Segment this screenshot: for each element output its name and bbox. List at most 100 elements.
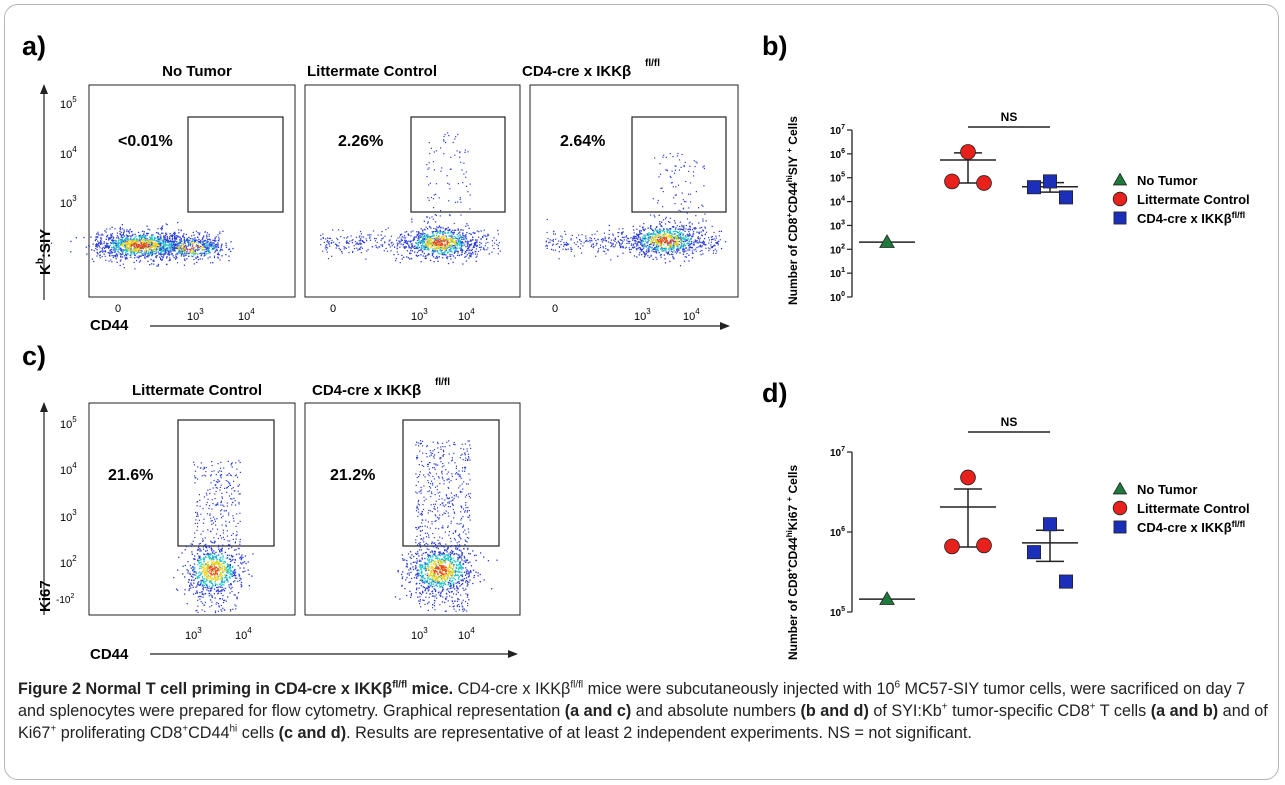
density-dot [427, 246, 429, 248]
density-dot [231, 488, 233, 490]
density-dot [659, 243, 662, 246]
density-dot [144, 241, 146, 243]
density-dot [143, 239, 145, 241]
density-dot [221, 578, 224, 580]
density-dot [134, 243, 136, 245]
density-dot [124, 245, 126, 247]
density-dot [433, 227, 435, 230]
density-dot [338, 242, 340, 244]
density-dot [590, 237, 593, 240]
density-dot [326, 240, 328, 243]
density-dot [151, 254, 153, 257]
density-dot [115, 254, 117, 256]
density-dot [619, 243, 621, 245]
density-dot [417, 244, 419, 246]
density-dot [200, 565, 202, 567]
density-dot [217, 567, 219, 570]
density-dot [435, 238, 437, 240]
density-dot [450, 230, 452, 233]
density-dot [410, 250, 412, 252]
density-dot [696, 241, 698, 244]
density-dot [680, 239, 683, 242]
density-dot [203, 582, 205, 584]
density-dot [633, 229, 635, 231]
density-dot [103, 242, 105, 245]
panel-c-gate-percent-1: 21.6% [108, 467, 153, 484]
density-dot [463, 238, 466, 241]
density-dot [651, 241, 653, 243]
density-dot [710, 241, 712, 243]
density-dot [148, 249, 150, 251]
density-dot [217, 253, 219, 255]
density-dot [653, 233, 655, 235]
density-dot [410, 257, 413, 260]
density-dot [464, 252, 466, 255]
density-dot [480, 242, 482, 244]
density-dot [214, 251, 216, 253]
density-dot [596, 230, 598, 232]
density-dot [326, 244, 328, 246]
density-dot [111, 233, 114, 235]
density-dot [203, 580, 205, 582]
density-dot [636, 233, 638, 235]
density-dot [672, 257, 675, 259]
density-dot [405, 246, 407, 248]
density-dot [702, 205, 704, 207]
density-dot [655, 251, 658, 253]
density-dot [192, 248, 194, 250]
density-dot [178, 245, 180, 247]
density-dot [112, 242, 114, 244]
density-dot [473, 244, 476, 246]
density-dot [163, 236, 165, 238]
density-dot [149, 238, 151, 241]
density-dot [208, 565, 210, 568]
density-dot [465, 251, 467, 253]
density-dot [137, 240, 139, 242]
density-dot [638, 246, 640, 249]
density-dot [655, 241, 657, 243]
density-dot [693, 160, 695, 162]
density-dot [200, 596, 202, 598]
density-dot [665, 169, 667, 171]
density-dot [208, 248, 210, 250]
density-dot [402, 244, 404, 246]
density-dot [204, 572, 206, 574]
density-dot [193, 254, 195, 256]
density-dot [196, 592, 199, 594]
density-dot [375, 238, 377, 240]
density-dot [658, 251, 660, 254]
panel-a-plot-2 [304, 84, 521, 298]
density-dot [208, 247, 211, 249]
density-dot [404, 231, 406, 233]
density-dot [393, 254, 395, 256]
density-dot [152, 251, 154, 253]
density-dot [689, 240, 691, 242]
density-dot [203, 253, 206, 255]
density-dot [673, 237, 676, 239]
density-dot [230, 573, 232, 575]
density-dot [211, 464, 213, 467]
density-dot [167, 241, 170, 243]
density-dot [461, 248, 463, 251]
density-dot [430, 245, 432, 247]
density-dot [680, 244, 682, 246]
density-dot [404, 240, 406, 242]
density-dot [206, 569, 208, 571]
density-dot [663, 247, 665, 249]
density-dot [427, 254, 429, 256]
density-dot [618, 228, 620, 230]
density-dot [203, 246, 206, 248]
density-dot [665, 233, 667, 235]
density-dot [199, 247, 202, 250]
density-dot [589, 241, 591, 243]
density-dot [153, 250, 155, 253]
density-dot [343, 248, 345, 250]
density-dot [442, 248, 444, 250]
density-dot [564, 230, 566, 233]
density-dot [128, 239, 130, 241]
panel-a-title-3-sup: fl/fl [645, 58, 660, 69]
density-dot [359, 230, 362, 233]
density-dot [175, 240, 177, 242]
density-dot [181, 250, 183, 253]
density-dot [663, 232, 665, 234]
